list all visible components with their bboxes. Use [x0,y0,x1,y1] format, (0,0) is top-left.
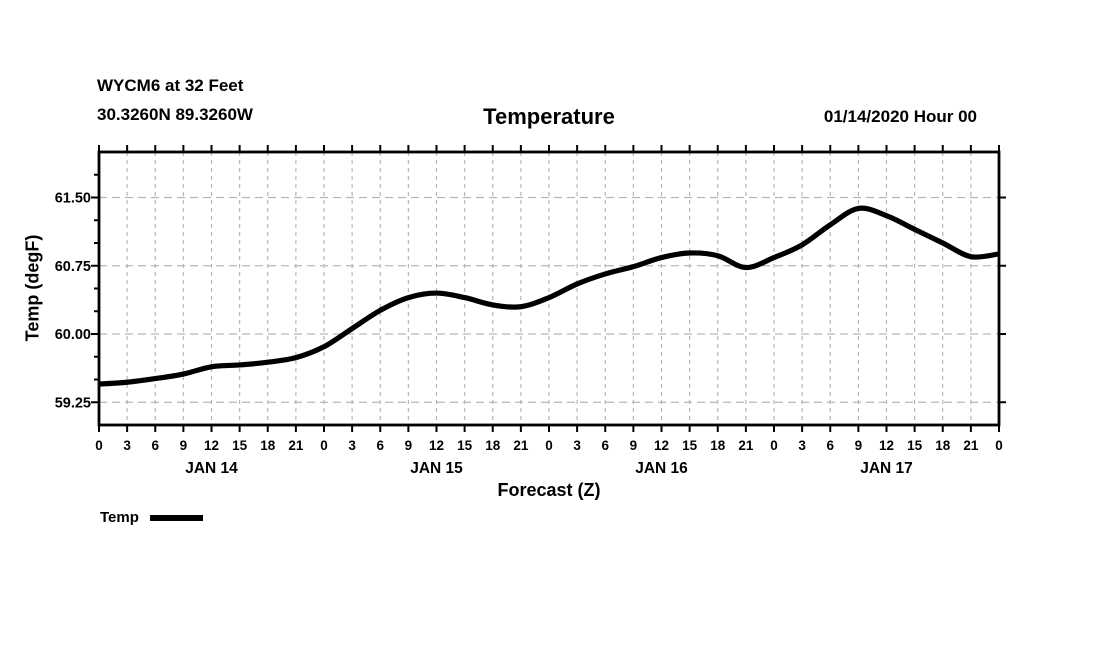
x-tick-label: 9 [405,438,413,453]
x-tick-label: 12 [654,438,669,453]
x-tick-label: 0 [95,438,103,453]
x-tick-label: 3 [573,438,581,453]
station-id: WYCM6 at 32 Feet [97,76,244,95]
x-tick-label: 21 [513,438,529,453]
x-tick-label: 21 [738,438,754,453]
x-tick-label: 18 [935,438,951,453]
x-tick-label: 15 [682,438,698,453]
x-tick-label: 21 [963,438,979,453]
y-tick-label: 60.75 [55,259,91,275]
x-axis-label: Forecast (Z) [497,480,601,500]
x-tick-label: 9 [855,438,863,453]
x-tick-label: 18 [485,438,501,453]
x-tick-label: 3 [348,438,356,453]
legend-line-swatch [149,514,203,521]
x-tick-label: 9 [630,438,638,453]
day-label: JAN 14 [185,460,238,477]
day-label: JAN 17 [860,460,913,477]
x-tick-label: 0 [545,438,553,453]
x-tick-label: 15 [907,438,923,453]
x-tick-label: 0 [320,438,328,453]
chart-title: Temperature [483,104,615,129]
temp-curve [98,205,1000,387]
day-label: JAN 15 [410,460,463,477]
x-tick-label: 3 [123,438,131,453]
x-tick-label: 9 [180,438,188,453]
x-tick-label: 12 [204,438,219,453]
y-tick-label: 60.00 [55,327,91,343]
x-tick-label: 12 [429,438,444,453]
x-tick-label: 0 [995,438,1003,453]
x-tick-label: 21 [288,438,304,453]
x-tick-label: 3 [798,438,806,453]
x-tick-label: 0 [770,438,778,453]
x-tick-label: 18 [710,438,726,453]
y-tick-label: 61.50 [55,191,91,207]
x-tick-label: 12 [879,438,894,453]
x-tick-label: 15 [457,438,473,453]
station-coordinates: 30.3260N 89.3260W [97,105,253,124]
legend: Temp [100,509,203,526]
y-tick-label: 59.25 [55,395,91,411]
x-tick-label: 15 [232,438,248,453]
legend-label: Temp [100,509,139,526]
x-tick-label: 6 [601,438,609,453]
x-tick-label: 6 [151,438,159,453]
x-tick-label: 6 [826,438,834,453]
day-label: JAN 16 [635,460,688,477]
x-tick-label: 6 [376,438,384,453]
run-date-label: 01/14/2020 Hour 00 [823,107,977,126]
x-tick-label: 18 [260,438,276,453]
